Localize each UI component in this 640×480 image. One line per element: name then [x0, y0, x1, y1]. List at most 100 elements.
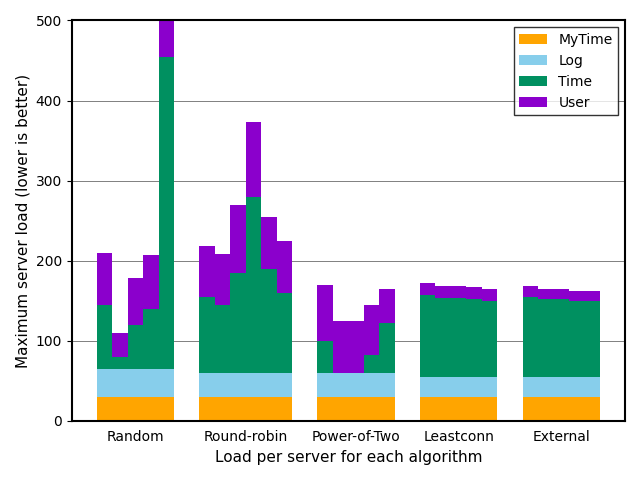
Bar — [420, 377, 435, 396]
Bar — [112, 369, 128, 396]
Bar — [569, 291, 584, 301]
Bar — [215, 396, 230, 421]
Bar — [97, 396, 112, 421]
Bar — [276, 293, 292, 372]
Bar — [333, 396, 348, 421]
Bar — [215, 372, 230, 396]
Bar — [317, 285, 333, 341]
Bar — [554, 288, 569, 299]
Bar — [554, 396, 569, 421]
Bar — [200, 372, 215, 396]
Bar — [112, 357, 128, 369]
Bar — [523, 396, 538, 421]
Bar — [482, 300, 497, 377]
Bar — [276, 372, 292, 396]
X-axis label: Load per server for each algorithm: Load per server for each algorithm — [214, 450, 482, 465]
Bar — [128, 369, 143, 396]
Bar — [246, 372, 261, 396]
Bar — [435, 377, 451, 396]
Bar — [467, 377, 482, 396]
Bar — [380, 323, 395, 372]
Bar — [317, 341, 333, 372]
Bar — [276, 240, 292, 293]
Bar — [435, 286, 451, 298]
Bar — [569, 377, 584, 396]
Bar — [200, 297, 215, 372]
Bar — [112, 396, 128, 421]
Bar — [482, 396, 497, 421]
Bar — [261, 372, 276, 396]
Bar — [246, 396, 261, 421]
Bar — [482, 377, 497, 396]
Bar — [451, 298, 467, 377]
Bar — [467, 287, 482, 299]
Bar — [348, 321, 364, 372]
Bar — [159, 21, 174, 57]
Bar — [554, 299, 569, 377]
Bar — [538, 377, 554, 396]
Bar — [435, 396, 451, 421]
Bar — [380, 288, 395, 323]
Bar — [348, 396, 364, 421]
Bar — [215, 305, 230, 372]
Bar — [538, 396, 554, 421]
Bar — [435, 298, 451, 377]
Bar — [143, 255, 159, 309]
Bar — [467, 396, 482, 421]
Bar — [523, 377, 538, 396]
Bar — [261, 269, 276, 372]
Bar — [451, 286, 467, 298]
Bar — [364, 305, 380, 355]
Bar — [569, 396, 584, 421]
Bar — [128, 278, 143, 324]
Bar — [584, 377, 600, 396]
Bar — [276, 396, 292, 421]
Bar — [246, 197, 261, 372]
Bar — [523, 297, 538, 377]
Bar — [128, 396, 143, 421]
Bar — [112, 333, 128, 357]
Bar — [380, 396, 395, 421]
Bar — [128, 324, 143, 369]
Bar — [159, 57, 174, 369]
Bar — [584, 291, 600, 301]
Bar — [380, 372, 395, 396]
Bar — [97, 252, 112, 305]
Bar — [200, 396, 215, 421]
Bar — [523, 286, 538, 297]
Bar — [143, 396, 159, 421]
Bar — [364, 372, 380, 396]
Bar — [230, 396, 246, 421]
Bar — [348, 372, 364, 396]
Bar — [482, 288, 497, 300]
Bar — [569, 301, 584, 377]
Bar — [538, 299, 554, 377]
Bar — [261, 216, 276, 269]
Bar — [317, 396, 333, 421]
Bar — [230, 273, 246, 372]
Bar — [97, 369, 112, 396]
Bar — [584, 301, 600, 377]
Bar — [451, 377, 467, 396]
Bar — [420, 396, 435, 421]
Bar — [420, 283, 435, 295]
Bar — [364, 355, 380, 372]
Bar — [317, 372, 333, 396]
Bar — [554, 377, 569, 396]
Bar — [333, 372, 348, 396]
Bar — [159, 369, 174, 396]
Bar — [215, 254, 230, 305]
Bar — [584, 396, 600, 421]
Bar — [246, 122, 261, 197]
Bar — [143, 309, 159, 369]
Bar — [230, 372, 246, 396]
Bar — [97, 305, 112, 369]
Bar — [467, 299, 482, 377]
Bar — [420, 295, 435, 377]
Bar — [261, 396, 276, 421]
Bar — [230, 204, 246, 273]
Y-axis label: Maximum server load (lower is better): Maximum server load (lower is better) — [15, 73, 30, 368]
Bar — [538, 288, 554, 299]
Bar — [159, 396, 174, 421]
Bar — [364, 396, 380, 421]
